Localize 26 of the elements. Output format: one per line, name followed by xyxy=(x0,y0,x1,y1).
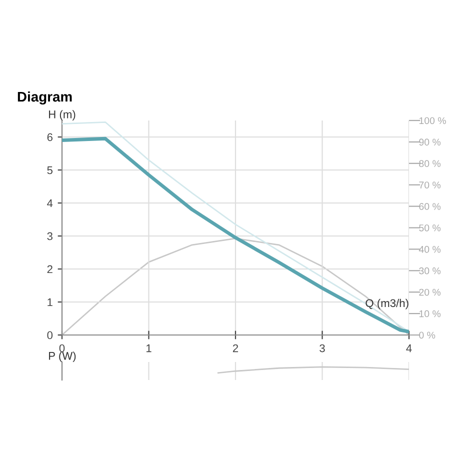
y-axis-title: P (W) xyxy=(49,352,76,362)
chart-title: Diagram xyxy=(18,91,72,105)
y2-tick-label: 70 % xyxy=(419,182,441,188)
y-tick-label: 1 xyxy=(48,298,52,306)
y2-tick-label: 50 % xyxy=(419,224,441,232)
y2-tick-label: 30 % xyxy=(419,267,441,274)
y2-tick-label: 80 % xyxy=(419,160,441,168)
x-axis-title: Q (m3/h) xyxy=(366,298,408,310)
x-tick-label: 3 xyxy=(320,344,325,352)
y-tick-label: 3 xyxy=(47,232,52,240)
y2-tick-label: 60 % xyxy=(419,203,441,210)
x-tick-label: 4 xyxy=(406,344,412,352)
y-tick-label: 4 xyxy=(47,199,53,208)
y2-tick-label: 10 % xyxy=(419,310,441,318)
y-tick-label: 6 xyxy=(47,133,52,142)
y2-tick-label: 40 % xyxy=(418,246,441,253)
y2-tick-label: 20 % xyxy=(419,288,441,296)
y-tick-label: 0 xyxy=(47,331,53,340)
y2-tick-label: 100 % xyxy=(419,117,446,124)
x-tick-label: 1 xyxy=(146,344,152,352)
x-tick-label: 0 xyxy=(59,344,65,352)
y2-tick-label: 90 % xyxy=(419,138,441,146)
y-tick-label: 2 xyxy=(47,265,52,274)
y-axis-title: H (m) xyxy=(49,110,76,120)
y-tick-label: 5 xyxy=(47,166,53,174)
x-tick-label: 2 xyxy=(232,344,238,352)
